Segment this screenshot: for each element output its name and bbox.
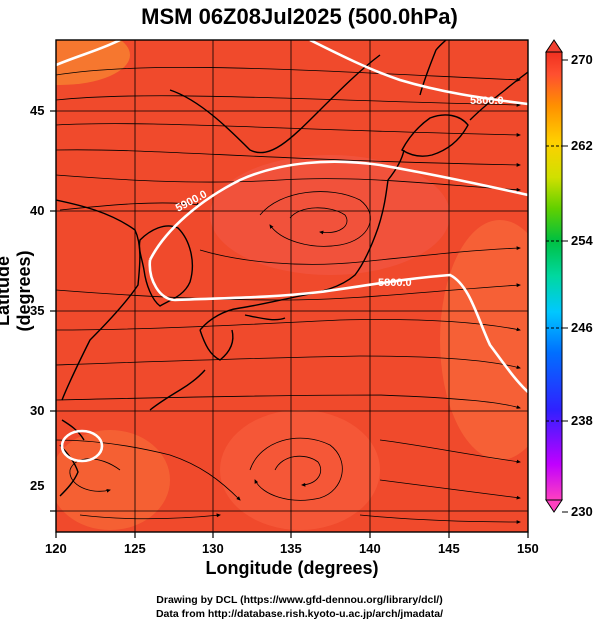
colorbar-tick-label: 262 <box>571 138 593 153</box>
y-tick-label: 35 <box>30 303 45 318</box>
x-tick-label: 135 <box>280 541 302 556</box>
colorbar-top-arrow <box>545 39 563 53</box>
colorbar-tick-label: 254 <box>571 233 593 248</box>
y-tick-label: 30 <box>30 403 45 418</box>
colorbar-bottom-arrow <box>545 499 563 513</box>
x-tick-label: 145 <box>438 541 460 556</box>
axis-ticks <box>50 110 529 538</box>
chart-title: MSM 06Z08Jul2025 (500.0hPa) <box>141 4 458 29</box>
colorbar <box>545 39 568 513</box>
temperature-field <box>56 40 528 532</box>
contour-label: 5800.0 <box>378 277 412 289</box>
graticule <box>56 40 528 532</box>
x-tick-label: 125 <box>124 541 146 556</box>
credit-data: Data from http://database.rish.kyoto-u.a… <box>155 608 444 620</box>
colorbar-tick-label: 246 <box>571 320 593 335</box>
y-tick-label: 40 <box>30 203 45 218</box>
credit-drawing: Drawing by DCL (https://www.gfd-dennou.o… <box>156 594 443 606</box>
contour-label: 5800.0 <box>470 95 504 107</box>
x-tick-label: 150 <box>517 541 539 556</box>
x-tick-label: 140 <box>359 541 381 556</box>
x-axis-label: Longitude (degrees) <box>205 558 379 578</box>
y-axis-label: Latitude (degrees) <box>0 250 34 332</box>
y-tick-label: 25 <box>30 478 45 493</box>
wind-streamlines <box>56 66 521 524</box>
y-tick-label: 45 <box>30 103 45 118</box>
colorbar-tick-label: 270 <box>571 52 593 67</box>
height-contours <box>56 40 528 463</box>
plot-frame <box>55 39 529 533</box>
colorbar-tick-label: 230 <box>571 504 593 519</box>
x-tick-label: 130 <box>202 541 224 556</box>
colorbar-tick-label: 238 <box>571 413 593 428</box>
x-tick-label: 120 <box>45 541 67 556</box>
coastlines <box>56 40 528 497</box>
